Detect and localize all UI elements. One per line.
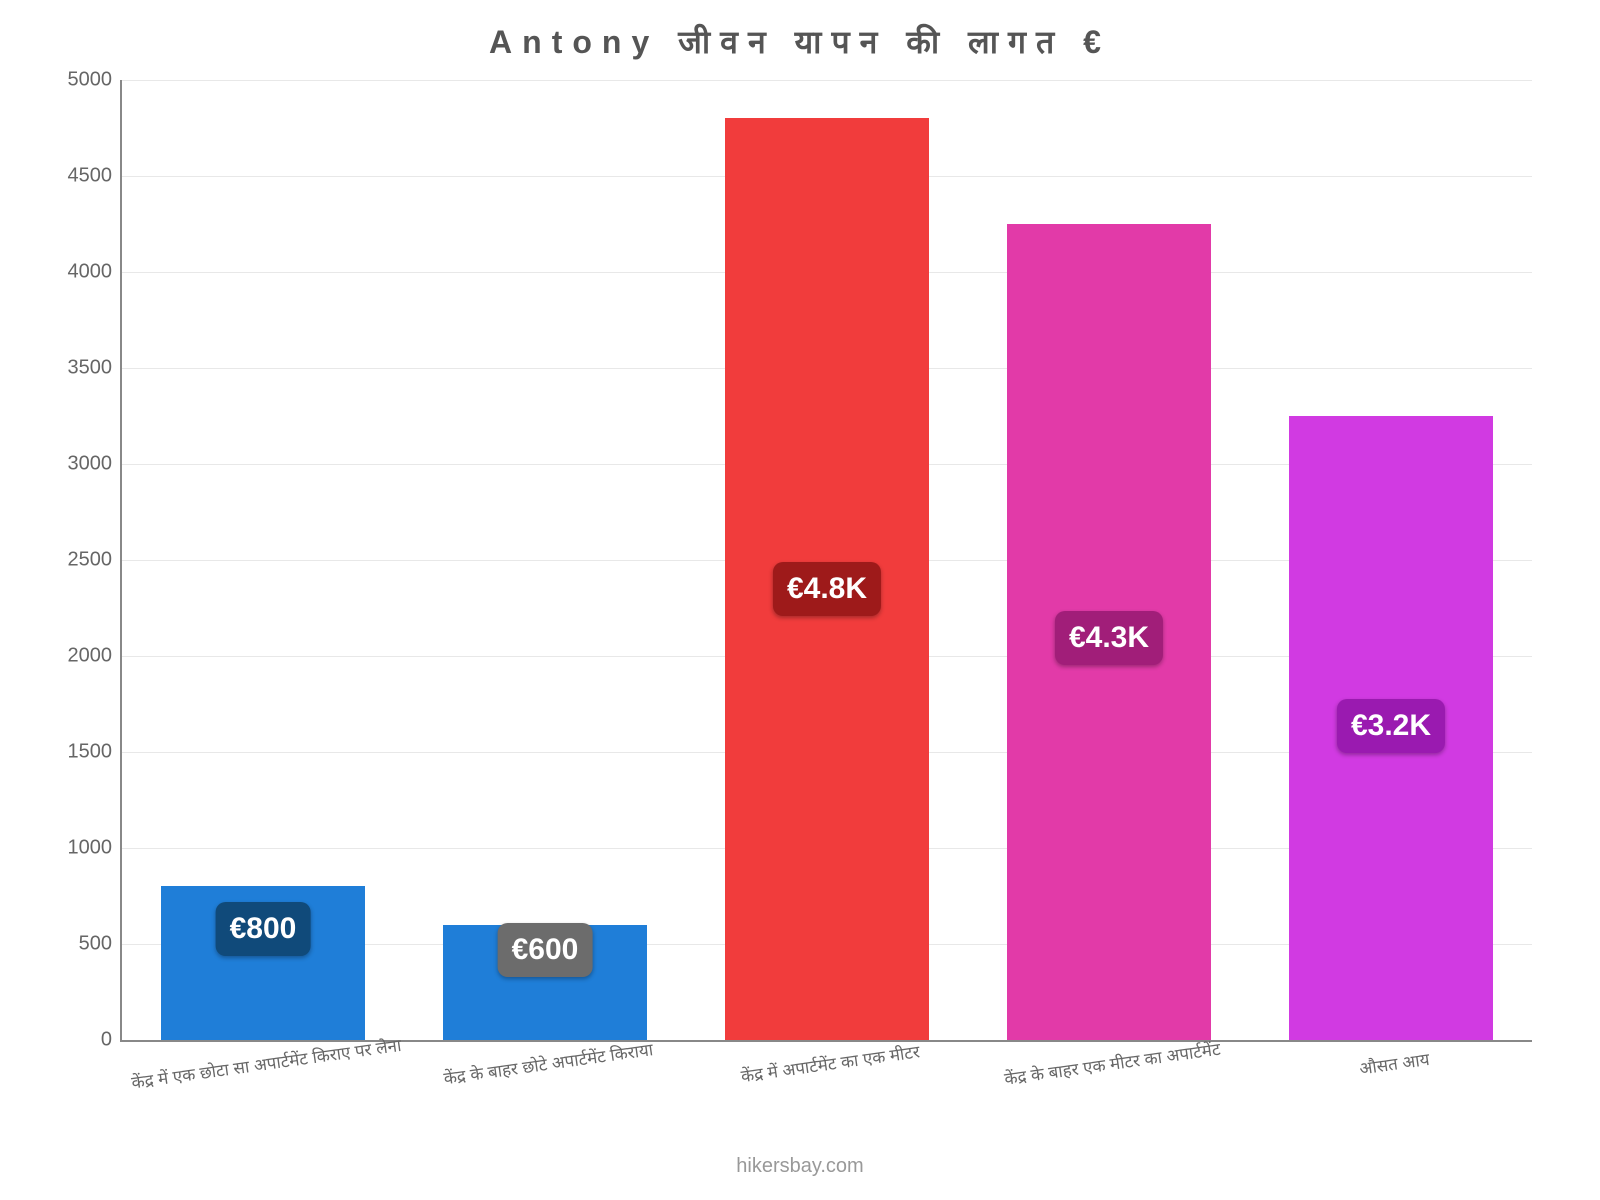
x-category-label: केंद्र में अपार्टमेंट का एक मीटर: [738, 1027, 921, 1087]
x-category-label: केंद्र के बाहर छोटे अपार्टमेंट किराया: [440, 1025, 654, 1089]
y-tick-label: 4500: [68, 165, 123, 188]
y-tick-label: 1500: [68, 741, 123, 764]
x-category-label: केंद्र में एक छोटा सा अपार्टमेंट किराए प…: [128, 1021, 402, 1094]
bar: €800केंद्र में एक छोटा सा अपार्टमेंट किर…: [161, 886, 364, 1040]
x-category-label: औसत आय: [1356, 1035, 1431, 1079]
plot-area: 0500100015002000250030003500400045005000…: [120, 80, 1532, 1042]
gridline: [122, 80, 1532, 81]
value-badge: €3.2K: [1337, 699, 1445, 753]
bar: €4.3Kकेंद्र के बाहर एक मीटर का अपार्टमें…: [1007, 224, 1210, 1040]
chart-title: Antony जीवन यापन की लागत €: [0, 0, 1600, 73]
attribution-text: hikersbay.com: [0, 1155, 1600, 1178]
value-badge: €800: [216, 902, 311, 956]
y-tick-label: 1000: [68, 837, 123, 860]
value-badge: €4.3K: [1055, 611, 1163, 665]
y-tick-label: 4000: [68, 261, 123, 284]
bar: €3.2Kऔसत आय: [1289, 416, 1492, 1040]
y-tick-label: 500: [79, 933, 122, 956]
y-tick-label: 3000: [68, 453, 123, 476]
value-badge: €600: [498, 923, 593, 977]
y-tick-label: 0: [101, 1029, 122, 1052]
y-tick-label: 5000: [68, 69, 123, 92]
chart-container: Antony जीवन यापन की लागत € 0500100015002…: [0, 0, 1600, 1200]
bar: €4.8Kकेंद्र में अपार्टमेंट का एक मीटर: [725, 118, 928, 1040]
y-tick-label: 2500: [68, 549, 123, 572]
y-tick-label: 3500: [68, 357, 123, 380]
bar: €600केंद्र के बाहर छोटे अपार्टमेंट किराय…: [443, 925, 646, 1040]
x-category-label: केंद्र के बाहर एक मीटर का अपार्टमेंट: [1001, 1025, 1222, 1090]
value-badge: €4.8K: [773, 562, 881, 616]
y-tick-label: 2000: [68, 645, 123, 668]
